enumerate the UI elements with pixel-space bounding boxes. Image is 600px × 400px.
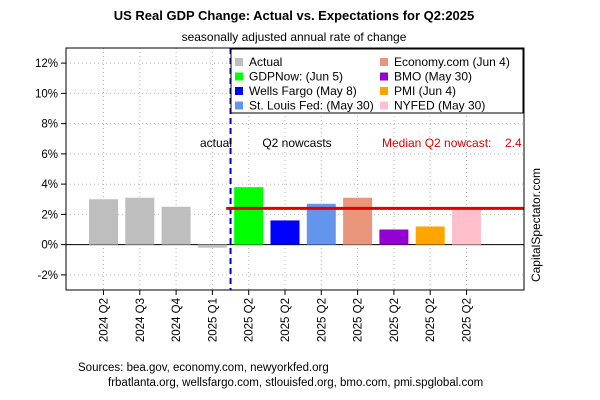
x-tick-label: 2025 Q2	[244, 298, 256, 342]
y-tick-label: 8%	[41, 119, 58, 131]
sources-line-2: frbatlanta.org, wellsfargo.com, stlouisf…	[108, 377, 483, 389]
legend-label: BMO (May 30)	[394, 70, 472, 84]
bar	[343, 197, 373, 245]
x-tick-label: 2025 Q2	[425, 298, 437, 342]
plot-frame	[65, 47, 525, 291]
median-value: 2.4	[505, 136, 522, 150]
side-credit: CapitalSpectator.com	[529, 168, 543, 282]
annotation-nowcasts: Q2 nowcasts	[262, 136, 331, 150]
legend-box	[230, 48, 524, 114]
bar	[125, 197, 155, 245]
y-tick-label: 12%	[35, 58, 58, 70]
y-tick-label: 10%	[35, 88, 58, 100]
bar	[161, 206, 191, 245]
annotation-actual: actual	[200, 136, 232, 150]
legend-swatch	[235, 101, 243, 110]
x-tick-label: 2025 Q2	[316, 298, 328, 342]
bar-series	[89, 187, 481, 248]
legend-label: GDPNow: (Jun 5)	[249, 70, 343, 84]
y-tick-label: 2%	[41, 209, 58, 221]
x-tick-label: 2024 Q4	[171, 297, 183, 342]
y-axis: -2% 0% 2% 4% 6% 8% 10% 12%	[35, 58, 66, 282]
legend-swatch	[380, 101, 388, 110]
bar	[452, 208, 481, 245]
x-axis: 2024 Q2 2024 Q3 2024 Q4 2025 Q1 2025 Q2 2025 …	[99, 290, 474, 342]
x-tick-label: 2025 Q2	[280, 298, 292, 342]
bar	[234, 187, 264, 245]
bar	[306, 203, 336, 245]
legend-label: Actual	[249, 55, 282, 69]
sources-line-1: Sources: bea.gov, economy.com, newyorkfe…	[78, 362, 329, 374]
legend-swatch	[235, 58, 243, 66]
x-tick-label: 2025 Q2	[462, 298, 474, 342]
x-tick-label: 2025 Q2	[389, 298, 401, 342]
legend-swatch	[380, 87, 388, 95]
legend-swatch	[380, 58, 388, 66]
median-label: Median Q2 nowcast:	[382, 136, 491, 150]
y-tick-label: 4%	[41, 179, 58, 191]
y-tick-label: 0%	[41, 240, 58, 252]
bar	[415, 226, 445, 245]
legend-swatch	[235, 87, 243, 95]
y-tick-label: 6%	[41, 149, 58, 161]
legend-label: St. Louis Fed: (May 30)	[249, 99, 374, 113]
legend-swatch	[235, 72, 243, 81]
x-tick-label: 2024 Q2	[99, 298, 111, 342]
legend-label: Wells Fargo (May 8)	[249, 84, 357, 98]
bar	[379, 229, 409, 245]
legend-label: NYFED (May 30)	[394, 99, 485, 113]
chart-subtitle: seasonally adjusted annual rate of chang…	[182, 30, 407, 44]
y-tick-label: -2%	[38, 270, 58, 282]
x-tick-label: 2025 Q1	[207, 298, 219, 342]
legend-label: Economy.com (Jun 4)	[394, 55, 510, 69]
chart-title: US Real GDP Change: Actual vs. Expectati…	[114, 8, 475, 23]
bar	[270, 220, 300, 245]
x-tick-label: 2024 Q3	[135, 298, 147, 342]
legend-swatch	[380, 72, 388, 81]
x-tick-label: 2025 Q2	[353, 298, 365, 342]
bar	[89, 199, 118, 245]
bar	[197, 244, 227, 248]
legend-label: PMI (Jun 4)	[394, 84, 456, 98]
